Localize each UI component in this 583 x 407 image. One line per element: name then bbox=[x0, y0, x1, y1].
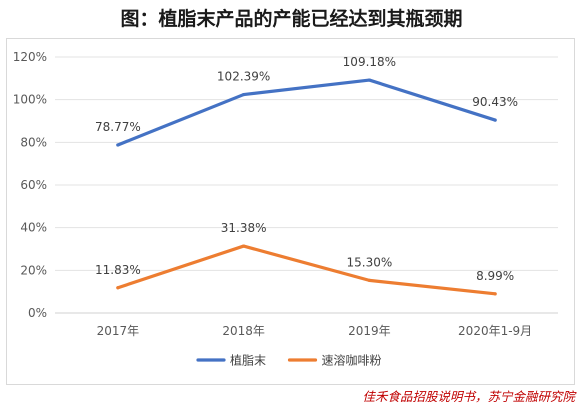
data-point bbox=[242, 244, 246, 248]
chart-frame bbox=[6, 38, 575, 385]
data-point bbox=[367, 278, 371, 282]
data-point bbox=[493, 118, 497, 122]
data-point bbox=[367, 78, 371, 82]
data-point bbox=[493, 292, 497, 296]
legend-label: 速溶咖啡粉 bbox=[322, 353, 382, 368]
data-label: 31.38% bbox=[221, 221, 267, 235]
x-tick-label: 2019年 bbox=[348, 324, 391, 338]
data-label: 15.30% bbox=[346, 255, 392, 269]
x-tick-label: 2020年1-9月 bbox=[458, 324, 532, 338]
series-line bbox=[116, 244, 497, 296]
legend-label: 植脂末 bbox=[230, 353, 266, 368]
source-note: 佳禾食品招股说明书，苏宁金融研究院 bbox=[362, 389, 575, 404]
y-tick-label: 100% bbox=[13, 93, 47, 107]
data-point bbox=[242, 92, 246, 97]
series-line bbox=[116, 78, 497, 147]
x-tick-label: 2017年 bbox=[97, 324, 140, 338]
y-tick-label: 60% bbox=[20, 178, 47, 192]
page-title: 图：植脂末产品的产能已经达到其瓶颈期 bbox=[120, 8, 463, 30]
data-label: 11.83% bbox=[95, 263, 141, 277]
data-label: 102.39% bbox=[217, 70, 270, 84]
y-tick-label: 80% bbox=[20, 135, 47, 149]
data-point bbox=[116, 143, 120, 147]
x-tick-label: 2018年 bbox=[222, 324, 265, 338]
data-label: 8.99% bbox=[476, 269, 514, 283]
y-tick-label: 20% bbox=[20, 263, 47, 277]
data-label: 78.77% bbox=[95, 120, 141, 134]
y-tick-label: 0% bbox=[28, 306, 47, 320]
data-label: 109.18% bbox=[343, 55, 396, 69]
y-tick-label: 120% bbox=[13, 50, 47, 64]
data-label: 90.43% bbox=[472, 95, 518, 109]
data-point bbox=[116, 286, 120, 290]
y-tick-label: 40% bbox=[20, 221, 47, 235]
